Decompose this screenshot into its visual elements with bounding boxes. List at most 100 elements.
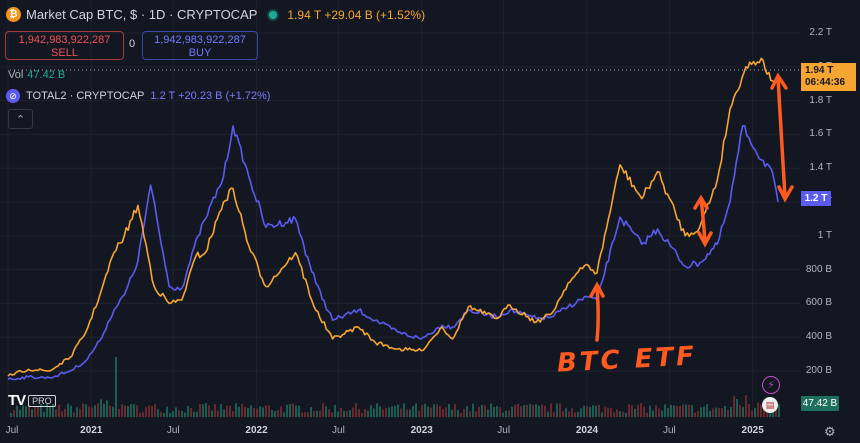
volume-bar	[295, 405, 297, 417]
main-legend: ₿ Market Cap BTC, $ · 1D · CRYPTOCAP 1.9…	[6, 7, 425, 22]
volume-bar	[82, 403, 84, 417]
volume-bar	[229, 405, 231, 417]
volume-bar	[502, 412, 504, 417]
volume-bar	[556, 403, 558, 417]
volume-bar	[736, 398, 738, 417]
symbol-title[interactable]: Market Cap BTC, $ · 1D · CRYPTOCAP	[26, 7, 258, 22]
volume-bar	[49, 406, 51, 417]
volume-bar	[523, 405, 525, 417]
volume-bar	[418, 410, 420, 417]
volume-bar	[433, 404, 435, 417]
volume-bar	[22, 405, 24, 417]
total2-legend[interactable]: ⊘ TOTAL2 · CRYPTOCAP 1.2 T +20.23 B (+1.…	[6, 89, 270, 103]
volume-bar	[52, 403, 54, 417]
volume-bar	[307, 412, 309, 417]
volume-bar	[43, 411, 45, 417]
volume-bar	[607, 407, 609, 417]
volume-bar	[481, 404, 483, 417]
volume-bar	[346, 411, 348, 417]
volume-bar	[253, 408, 255, 417]
volume-bar	[613, 412, 615, 417]
volume-bar	[577, 412, 579, 417]
volume-bar	[154, 404, 156, 417]
price-tick-label: 600 B	[805, 297, 832, 309]
volume-bar	[715, 407, 717, 417]
volume-bar	[496, 405, 498, 417]
time-tick-label: Jul	[332, 425, 345, 436]
volume-bar	[640, 403, 642, 417]
volume-bar	[364, 408, 366, 417]
volume-bar	[67, 403, 69, 417]
volume-bar	[283, 412, 285, 417]
us-flag-icon[interactable]: ▤	[762, 397, 778, 413]
total2-line[interactable]	[7, 125, 779, 381]
volume-bar	[634, 408, 636, 417]
volume-bar	[358, 408, 360, 417]
volume-bar	[550, 403, 552, 417]
volume-bar	[454, 404, 456, 417]
volume-bar	[352, 407, 354, 417]
volume-bar	[115, 357, 117, 417]
volume-bar	[538, 405, 540, 417]
volume-bar	[46, 403, 48, 417]
volume-bar	[280, 406, 282, 417]
volume-bar	[319, 410, 321, 417]
series-lines	[7, 57, 779, 381]
price-tick-label: 1 T	[817, 229, 832, 241]
volume-bar	[421, 405, 423, 417]
volume-bar	[760, 404, 762, 417]
buy-button[interactable]: 1,942,983,922,287 BUY	[142, 31, 258, 60]
volume-bar	[763, 409, 765, 417]
collapse-legend-button[interactable]: ⌃	[8, 109, 33, 129]
volume-bar	[142, 412, 144, 417]
volume-bar	[379, 406, 381, 417]
volume-bar	[376, 403, 378, 417]
volume-bar	[562, 411, 564, 417]
volume-bar	[415, 403, 417, 417]
volume-bar	[409, 409, 411, 417]
volume-bar	[34, 406, 36, 417]
volume-bar	[724, 405, 726, 417]
volume-bar	[517, 403, 519, 417]
volume-bar	[337, 411, 339, 417]
price-tick-label: 1.4 T	[809, 162, 832, 174]
volume-bar	[664, 404, 666, 417]
volume-bar	[751, 410, 753, 417]
volume-bar	[505, 410, 507, 417]
volume-bar	[757, 402, 759, 417]
volume-bar	[595, 405, 597, 417]
volume-bar	[439, 406, 441, 417]
volume-bar	[742, 407, 744, 417]
btc-market-cap-line[interactable]	[7, 57, 779, 377]
price-tick-label: 400 B	[805, 331, 832, 343]
sell-label: SELL	[51, 47, 78, 59]
volume-bar	[472, 403, 474, 417]
volume-bar	[223, 409, 225, 417]
lightning-icon[interactable]: ⚡	[762, 376, 780, 394]
volume-bar	[37, 406, 39, 417]
volume-bar	[442, 409, 444, 417]
volume-bar	[259, 406, 261, 417]
volume-bar	[469, 411, 471, 417]
volume-bar	[451, 409, 453, 417]
settings-gear-icon[interactable]: ⚙	[824, 424, 836, 439]
volume-bar	[145, 406, 147, 417]
volume-bar	[40, 403, 42, 417]
time-tick-label: 2024	[575, 425, 599, 436]
price-tick-label: 1.6 T	[809, 128, 832, 140]
volume-bar	[151, 406, 153, 417]
time-tick-label: 2022	[245, 425, 268, 436]
volume-bar	[178, 410, 180, 417]
tradingview-logo[interactable]: TV PRO	[8, 392, 56, 409]
volume-bar	[685, 404, 687, 417]
volume-bar	[343, 410, 345, 417]
volume-bar	[31, 409, 33, 417]
volume-bar	[97, 403, 99, 417]
volume-bar	[637, 405, 639, 417]
volume-bar	[172, 411, 174, 417]
volume-bar	[88, 406, 90, 417]
volume-bar	[166, 406, 168, 417]
sell-button[interactable]: 1,942,983,922,287 SELL	[5, 31, 124, 60]
volume-bar	[412, 405, 414, 417]
